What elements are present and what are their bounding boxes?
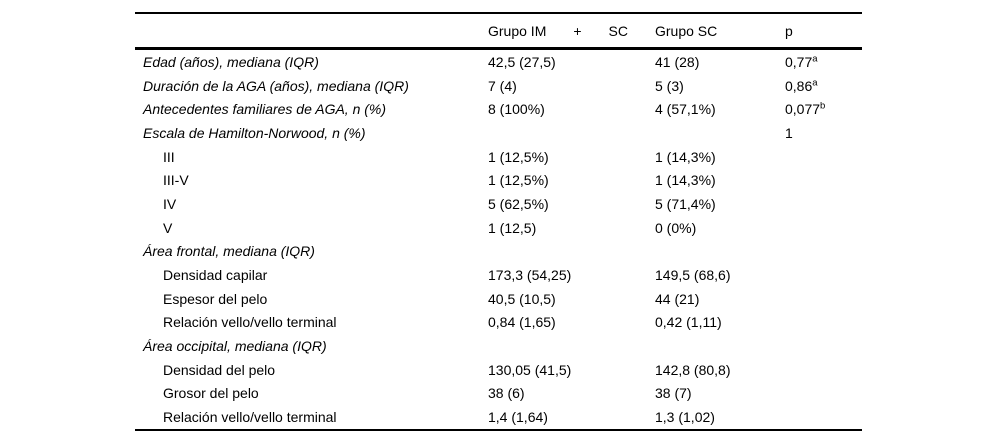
table-row: Grosor del pelo 38 (6) 38 (7) (135, 382, 862, 406)
p-value-superscript: a (812, 53, 818, 65)
header-cell-grupo-im-sc: Grupo IM + SC (488, 23, 655, 39)
comparison-table: Grupo IM + SC Grupo SC p Edad (años), me… (135, 12, 862, 431)
row-label: Duración de la AGA (años), mediana (IQR) (143, 77, 409, 94)
row-label: Edad (años), mediana (IQR) (143, 53, 319, 70)
cell-grupo-sc: 149,5 (68,6) (655, 267, 731, 284)
table-row: Escala de Hamilton-Norwood, n (%) 1 (135, 121, 862, 145)
table-row: Edad (años), mediana (IQR) 42,5 (27,5) 41 … (135, 50, 862, 74)
table-row: Relación vello/vello terminal 1,4 (1,64) 1… (135, 405, 862, 429)
cell-grupo-sc: 44 (21) (655, 290, 700, 307)
cell-grupo-sc: 142,8 (80,8) (655, 361, 731, 378)
cell-grupo-sc: 0,42 (1,11) (655, 314, 722, 331)
cell-grupo-im-sc: 1 (12,5%) (488, 172, 549, 189)
cell-grupo-sc: 5 (3) (655, 77, 684, 94)
top-rule (135, 12, 862, 14)
cell-grupo-sc: 4 (57,1%) (655, 101, 716, 118)
cell-grupo-im-sc: 7 (4) (488, 77, 517, 94)
cell-grupo-sc: 38 (7) (655, 385, 692, 402)
header-cell-grupo-sc: Grupo SC (655, 22, 718, 39)
header-grupo-im-label: Grupo IM (488, 22, 547, 39)
table-row: III 1 (12,5%) 1 (14,3%) (135, 145, 862, 169)
table-row: Espesor del pelo 40,5 (10,5) 44 (21) (135, 287, 862, 311)
cell-grupo-sc: 41 (28) (655, 53, 700, 70)
row-label: Densidad capilar (163, 267, 268, 284)
cell-grupo-im-sc: 173,3 (54,25) (488, 267, 572, 284)
table-row: Duración de la AGA (años), mediana (IQR)… (135, 74, 862, 98)
cell-grupo-im-sc: 38 (6) (488, 385, 525, 402)
cell-grupo-im-sc: 1 (12,5) (488, 219, 537, 236)
table-body: Edad (años), mediana (IQR) 42,5 (27,5) 41 … (135, 50, 862, 429)
header-plus-label: + (573, 22, 582, 39)
header-sc-label: SC (608, 22, 628, 39)
table-row: Densidad del pelo 130,05 (41,5) 142,8 (80,… (135, 358, 862, 382)
cell-p: 0,86a (785, 76, 818, 94)
cell-grupo-im-sc: 5 (62,5%) (488, 195, 549, 212)
row-label: Escala de Hamilton-Norwood, n (%) (143, 124, 366, 141)
cell-grupo-sc: 1,3 (1,02) (655, 409, 715, 426)
table-row: III-V 1 (12,5%) 1 (14,3%) (135, 168, 862, 192)
row-label: Relación vello/vello terminal (163, 314, 337, 331)
cell-p: 0,77a (785, 53, 818, 70)
cell-grupo-im-sc: 8 (100%) (488, 101, 545, 118)
cell-grupo-im-sc: 1,4 (1,64) (488, 409, 548, 426)
table-row: V 1 (12,5) 0 (0%) (135, 216, 862, 240)
bottom-rule (135, 429, 862, 431)
cell-grupo-im-sc: 40,5 (10,5) (488, 290, 556, 307)
row-label: Relación vello/vello terminal (163, 409, 337, 426)
row-label: Antecedentes familiares de AGA, n (%) (143, 101, 387, 118)
table-row: Densidad capilar 173,3 (54,25) 149,5 (68,6… (135, 263, 862, 287)
row-label: Área frontal, mediana (IQR) (143, 243, 315, 260)
row-label: Área occipital, mediana (IQR) (143, 338, 327, 355)
header-grupo-im-sc-group: Grupo IM + SC (488, 23, 628, 39)
table-row: Antecedentes familiares de AGA, n (%) 8 (… (135, 97, 862, 121)
row-label: Espesor del pelo (163, 290, 268, 307)
cell-grupo-im-sc: 1 (12,5%) (488, 148, 549, 165)
p-value-superscript: a (812, 76, 818, 88)
cell-grupo-sc: 1 (14,3%) (655, 172, 716, 189)
cell-grupo-sc: 1 (14,3%) (655, 148, 716, 165)
cell-grupo-im-sc: 42,5 (27,5) (488, 53, 556, 70)
cell-p: 1 (785, 124, 793, 141)
row-label: Grosor del pelo (163, 385, 259, 402)
table-row: Área occipital, mediana (IQR) (135, 334, 862, 358)
header-cell-p: p (785, 22, 793, 39)
p-value-superscript: b (820, 100, 826, 112)
row-label: IV (163, 195, 177, 212)
cell-grupo-sc: 5 (71,4%) (655, 195, 716, 212)
cell-p: 0,077b (785, 100, 826, 118)
cell-grupo-im-sc: 0,84 (1,65) (488, 314, 556, 331)
table-header: Grupo IM + SC Grupo SC p (135, 14, 862, 47)
row-label: Densidad del pelo (163, 361, 276, 378)
row-label: III (163, 148, 175, 165)
header-separator-rule (135, 47, 862, 50)
row-label: V (163, 219, 173, 236)
table-row: Área frontal, mediana (IQR) (135, 240, 862, 264)
table-row: IV 5 (62,5%) 5 (71,4%) (135, 192, 862, 216)
table-row: Relación vello/vello terminal 0,84 (1,65)… (135, 311, 862, 335)
cell-grupo-im-sc: 130,05 (41,5) (488, 361, 572, 378)
cell-grupo-sc: 0 (0%) (655, 219, 697, 236)
row-label: III-V (163, 172, 189, 189)
